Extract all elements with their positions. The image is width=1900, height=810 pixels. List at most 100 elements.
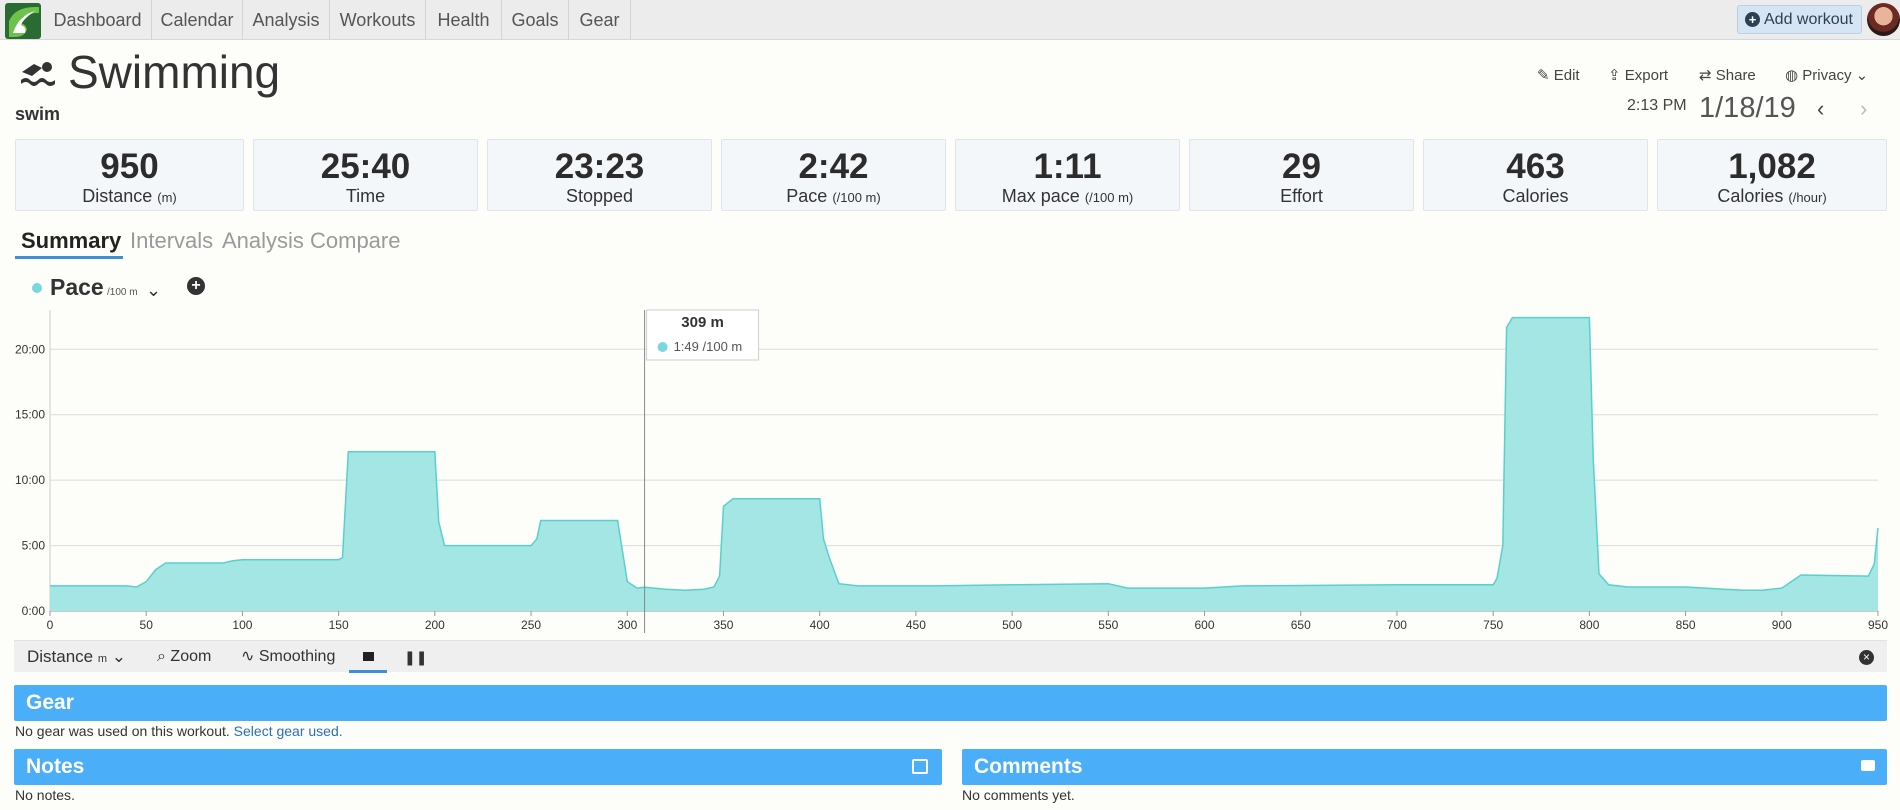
x-tick-label: 650 bbox=[1291, 618, 1311, 632]
pause-icon: ❚❚ bbox=[404, 649, 428, 665]
x-tick-label: 100 bbox=[232, 618, 252, 632]
stat-unit: (/hour) bbox=[1788, 190, 1827, 205]
app-logo-icon[interactable] bbox=[5, 3, 41, 39]
chevron-down-icon: ⌄ bbox=[1855, 67, 1869, 84]
stat-label: Stopped bbox=[565, 186, 634, 206]
x-tick-label: 150 bbox=[329, 618, 349, 632]
page-title: Swimming bbox=[68, 46, 281, 98]
stat-value: 2:42 bbox=[798, 147, 869, 186]
nav-analysis[interactable]: Analysis bbox=[243, 0, 330, 40]
share-button[interactable]: ⇄ Share bbox=[1699, 66, 1756, 84]
nav-calendar[interactable]: Calendar bbox=[152, 0, 243, 40]
x-tick-label: 900 bbox=[1772, 618, 1792, 632]
stat-stopped: 23:23 Stopped bbox=[487, 139, 712, 211]
nav-gear[interactable]: Gear bbox=[569, 0, 631, 40]
stat-unit: (m) bbox=[157, 190, 177, 205]
x-tick-label: 50 bbox=[140, 618, 154, 632]
x-axis-selector[interactable]: Distance m ⌄ bbox=[27, 641, 126, 673]
x-tick-label: 400 bbox=[810, 618, 830, 632]
nav-workouts[interactable]: Workouts bbox=[330, 0, 426, 40]
workout-subtitle: swim bbox=[15, 104, 61, 124]
workout-date: 1/18/19 bbox=[1699, 92, 1796, 124]
x-tick-label: 800 bbox=[1579, 618, 1599, 632]
nav-dashboard[interactable]: Dashboard bbox=[44, 0, 152, 40]
x-tick-label: 350 bbox=[713, 618, 733, 632]
x-tick-label: 200 bbox=[425, 618, 445, 632]
y-tick-label: 0:00 bbox=[22, 604, 46, 618]
series-color-dot bbox=[32, 283, 42, 293]
tab-compare[interactable]: Compare bbox=[310, 228, 401, 253]
tooltip-value: 1:49 /100 m bbox=[674, 339, 743, 354]
annotations-toggle[interactable] bbox=[349, 641, 387, 673]
comments-message: No comments yet. bbox=[962, 787, 1075, 803]
privacy-dropdown[interactable]: ◍ Privacy ⌄ bbox=[1785, 66, 1868, 84]
tab-intervals[interactable]: Intervals bbox=[130, 228, 214, 253]
gear-section-header: Gear bbox=[14, 685, 1887, 721]
zoom-label: Zoom bbox=[170, 648, 212, 665]
y-tick-label: 15:00 bbox=[15, 408, 45, 422]
stat-calories: 463 Calories bbox=[1423, 139, 1648, 211]
stat-value: 29 bbox=[1282, 147, 1321, 186]
x-tick-label: 950 bbox=[1868, 618, 1888, 632]
pace-chart[interactable]: 0:00 5:00 10:00 15:00 20:00 0 50 100 150 200 250 3… bbox=[0, 300, 1900, 640]
select-gear-link[interactable]: Select gear used. bbox=[233, 723, 343, 739]
export-icon: ⇪ bbox=[1608, 67, 1621, 84]
stat-calories-per-hour: 1,082 Calories (/hour) bbox=[1657, 139, 1887, 211]
stat-unit: (/100 m) bbox=[1084, 190, 1134, 205]
next-workout-icon[interactable]: › bbox=[1860, 96, 1868, 121]
comments-title: Comments bbox=[974, 755, 1083, 778]
swimmer-icon bbox=[21, 62, 55, 86]
metric-selector[interactable]: Pace bbox=[50, 274, 104, 300]
nav-goals[interactable]: Goals bbox=[502, 0, 569, 40]
add-series-icon[interactable]: + bbox=[187, 277, 205, 295]
x-tick-label: 550 bbox=[1098, 618, 1118, 632]
metric-unit: /100 m bbox=[107, 287, 138, 298]
y-tick-label: 10:00 bbox=[15, 473, 45, 487]
notes-section-header: Notes bbox=[14, 749, 942, 785]
stat-label: Calories bbox=[1717, 186, 1784, 206]
smoothing-label: Smoothing bbox=[258, 648, 336, 665]
stat-label: Calories bbox=[1502, 186, 1569, 206]
smoothing-button[interactable]: ∿ Smoothing bbox=[241, 641, 335, 673]
comment-bubble-icon[interactable] bbox=[1861, 760, 1875, 771]
notes-message: No notes. bbox=[15, 787, 75, 803]
plus-icon: + bbox=[1745, 12, 1760, 27]
stat-value: 1:11 bbox=[1033, 147, 1102, 186]
chart-toolbar: Distance m ⌄ ⌕ Zoom ∿ Smoothing ❚❚ × bbox=[14, 640, 1887, 673]
x-tick-label: 250 bbox=[521, 618, 541, 632]
stat-value: 463 bbox=[1506, 147, 1565, 186]
stat-value: 1,082 bbox=[1728, 147, 1816, 186]
tab-summary[interactable]: Summary bbox=[21, 228, 122, 253]
pause-toggle[interactable]: ❚❚ bbox=[404, 641, 427, 673]
stat-label: Pace bbox=[786, 186, 828, 206]
pencil-icon: ✎ bbox=[1537, 67, 1550, 84]
privacy-label: Privacy bbox=[1802, 67, 1852, 84]
edit-notes-icon[interactable] bbox=[912, 759, 928, 774]
x-axis: 0 50 100 150 200 250 300 350 400 450 500 550 600 650 7… bbox=[47, 610, 1888, 632]
globe-icon: ◍ bbox=[1785, 67, 1799, 84]
stat-value: 23:23 bbox=[554, 147, 645, 186]
edit-button[interactable]: ✎ Edit bbox=[1537, 66, 1580, 84]
add-workout-button[interactable]: + Add workout bbox=[1737, 5, 1862, 34]
magnifier-icon: ⌕ bbox=[157, 648, 166, 665]
close-chart-button[interactable]: × bbox=[1859, 641, 1874, 673]
wave-icon: ∿ bbox=[241, 648, 255, 665]
x-tick-label: 850 bbox=[1676, 618, 1696, 632]
zoom-button[interactable]: ⌕ Zoom bbox=[157, 641, 211, 673]
avatar[interactable] bbox=[1867, 3, 1900, 36]
edit-label: Edit bbox=[1553, 67, 1580, 84]
stat-time: 25:40 Time bbox=[253, 139, 478, 211]
stat-label: Time bbox=[345, 186, 386, 206]
stat-unit: (/100 m) bbox=[832, 190, 881, 205]
tab-analysis[interactable]: Analysis bbox=[222, 228, 304, 253]
x-tick-label: 0 bbox=[47, 618, 54, 632]
x-tick-label: 450 bbox=[906, 618, 926, 632]
notes-title: Notes bbox=[26, 755, 85, 778]
export-button[interactable]: ⇪ Export bbox=[1608, 66, 1668, 84]
chevron-down-icon[interactable]: ⌄ bbox=[146, 280, 162, 300]
x-axis-label: Distance bbox=[27, 647, 94, 666]
gear-message: No gear was used on this workout. Select… bbox=[15, 723, 343, 739]
nav-health[interactable]: Health bbox=[426, 0, 502, 40]
previous-workout-icon[interactable]: ‹ bbox=[1817, 96, 1825, 121]
x-tick-label: 700 bbox=[1387, 618, 1407, 632]
